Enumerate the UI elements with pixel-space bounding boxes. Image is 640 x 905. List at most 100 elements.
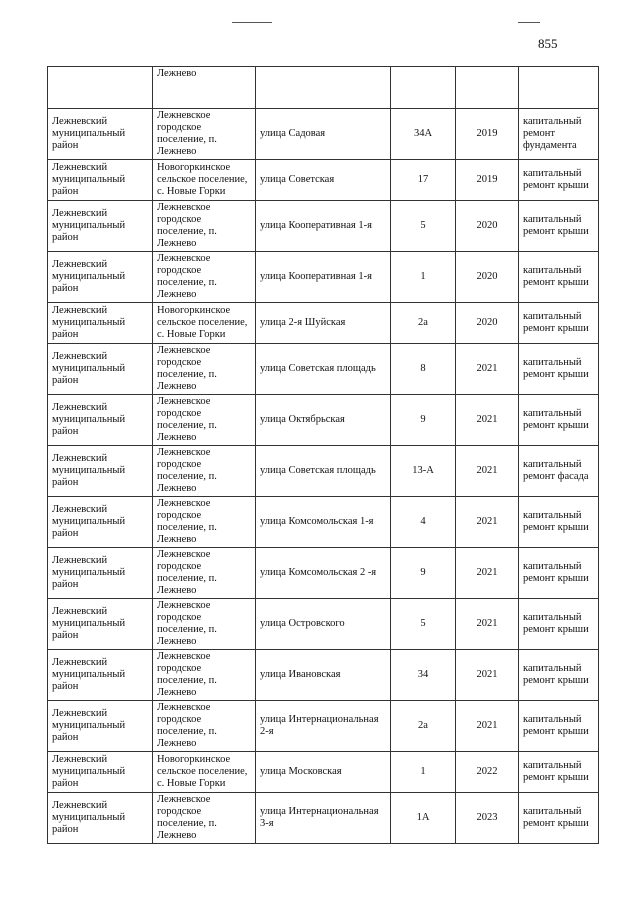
work-type-cell: капитальный ремонт фундамента <box>518 108 599 160</box>
district-cell: Лежневский муниципальный район <box>47 251 153 303</box>
street-cell: улица Садовая <box>255 108 391 160</box>
street-cell: улица Комсомольская 1-я <box>255 496 391 548</box>
year-cell: 2019 <box>455 159 519 201</box>
district-cell: Лежневский муниципальный район <box>47 445 153 497</box>
district-cell: Лежневский муниципальный район <box>47 343 153 395</box>
settlement-cell: Лежневское городское поселение, п. Лежне… <box>152 792 256 844</box>
house-cell: 5 <box>390 598 456 650</box>
house-cell: 2а <box>390 302 456 344</box>
district-cell: Лежневский муниципальный район <box>47 547 153 599</box>
table-row: Лежневский муниципальный район Лежневское… <box>47 700 599 752</box>
street-cell: улица Московская <box>255 751 391 793</box>
settlement-cell: Лежневское городское поселение, п. Лежне… <box>152 496 256 548</box>
table-row: Лежневский муниципальный район Новогоркин… <box>47 159 599 201</box>
year-cell: 2020 <box>455 302 519 344</box>
house-cell: 34А <box>390 108 456 160</box>
work-type-cell: капитальный ремонт крыши <box>518 649 599 701</box>
year-cell: 2019 <box>455 108 519 160</box>
street-cell: улица Кооперативная 1-я <box>255 200 391 252</box>
street-cell: улица Интернациональная 2-я <box>255 700 391 752</box>
house-cell: 2а <box>390 700 456 752</box>
year-cell: 2020 <box>455 251 519 303</box>
district-cell: Лежневский муниципальный район <box>47 792 153 844</box>
house-cell: 1 <box>390 251 456 303</box>
year-cell: 2023 <box>455 792 519 844</box>
house-cell: 9 <box>390 547 456 599</box>
settlement-cell: Лежневское городское поселение, п. Лежне… <box>152 343 256 395</box>
house-cell: 4 <box>390 496 456 548</box>
street-cell: улица Советская площадь <box>255 445 391 497</box>
table-row: Лежневский муниципальный район Лежневское… <box>47 251 599 303</box>
district-cell <box>47 66 153 109</box>
year-cell: 2021 <box>455 445 519 497</box>
work-type-cell <box>518 66 599 109</box>
table-row: Лежневский муниципальный район Новогоркин… <box>47 751 599 793</box>
street-cell: улица Комсомольская 2 -я <box>255 547 391 599</box>
table-row: Лежневский муниципальный район Лежневское… <box>47 598 599 650</box>
settlement-cell: Лежневское городское поселение, п. Лежне… <box>152 108 256 160</box>
street-cell: улица Октябрьская <box>255 394 391 446</box>
district-cell: Лежневский муниципальный район <box>47 394 153 446</box>
street-cell: улица Советская площадь <box>255 343 391 395</box>
table-row: Лежневский муниципальный район Лежневское… <box>47 496 599 548</box>
table-row: Лежневский муниципальный район Лежневское… <box>47 792 599 844</box>
work-type-cell: капитальный ремонт крыши <box>518 496 599 548</box>
house-cell: 5 <box>390 200 456 252</box>
year-cell: 2021 <box>455 394 519 446</box>
settlement-cell: Лежневское городское поселение, п. Лежне… <box>152 598 256 650</box>
table-row: Лежневский муниципальный район Лежневское… <box>47 108 599 160</box>
district-cell: Лежневский муниципальный район <box>47 159 153 201</box>
table-row: Лежневский муниципальный район Новогоркин… <box>47 302 599 344</box>
settlement-cell: Лежневское городское поселение, п. Лежне… <box>152 200 256 252</box>
year-cell: 2021 <box>455 700 519 752</box>
house-cell: 17 <box>390 159 456 201</box>
street-cell: улица Ивановская <box>255 649 391 701</box>
district-cell: Лежневский муниципальный район <box>47 598 153 650</box>
year-cell: 2021 <box>455 649 519 701</box>
district-cell: Лежневский муниципальный район <box>47 200 153 252</box>
house-cell: 8 <box>390 343 456 395</box>
work-type-cell: капитальный ремонт крыши <box>518 251 599 303</box>
district-cell: Лежневский муниципальный район <box>47 649 153 701</box>
work-type-cell: капитальный ремонт крыши <box>518 343 599 395</box>
table-row: Лежневский муниципальный район Лежневское… <box>47 649 599 701</box>
repair-table: Лежнево Лежневский муниципальный район Ле… <box>47 66 599 844</box>
work-type-cell: капитальный ремонт крыши <box>518 700 599 752</box>
work-type-cell: капитальный ремонт крыши <box>518 751 599 793</box>
table-row: Лежневский муниципальный район Лежневское… <box>47 343 599 395</box>
house-cell: 34 <box>390 649 456 701</box>
settlement-cell: Новогоркинское сельское поселение, с. Но… <box>152 159 256 201</box>
table-row: Лежневский муниципальный район Лежневское… <box>47 547 599 599</box>
settlement-cell: Новогоркинское сельское поселение, с. Но… <box>152 302 256 344</box>
settlement-cell: Лежневское городское поселение, п. Лежне… <box>152 445 256 497</box>
year-cell: 2021 <box>455 343 519 395</box>
work-type-cell: капитальный ремонт крыши <box>518 200 599 252</box>
work-type-cell: капитальный ремонт крыши <box>518 394 599 446</box>
house-cell: 9 <box>390 394 456 446</box>
work-type-cell: капитальный ремонт крыши <box>518 792 599 844</box>
district-cell: Лежневский муниципальный район <box>47 302 153 344</box>
year-cell <box>455 66 519 109</box>
street-cell: улица Островского <box>255 598 391 650</box>
year-cell: 2021 <box>455 547 519 599</box>
settlement-cell: Лежневское городское поселение, п. Лежне… <box>152 649 256 701</box>
house-cell: 13-А <box>390 445 456 497</box>
scan-artifact <box>518 22 540 23</box>
street-cell <box>255 66 391 109</box>
settlement-cell: Новогоркинское сельское поселение, с. Но… <box>152 751 256 793</box>
year-cell: 2020 <box>455 200 519 252</box>
street-cell: улица Кооперативная 1-я <box>255 251 391 303</box>
work-type-cell: капитальный ремонт крыши <box>518 159 599 201</box>
table-row: Лежневский муниципальный район Лежневское… <box>47 200 599 252</box>
year-cell: 2021 <box>455 496 519 548</box>
page-number: 855 <box>538 36 558 51</box>
settlement-cell: Лежневское городское поселение, п. Лежне… <box>152 700 256 752</box>
table-row-continued: Лежнево <box>47 66 599 109</box>
settlement-cell: Лежнево <box>152 66 256 109</box>
street-cell: улица 2-я Шуйская <box>255 302 391 344</box>
district-cell: Лежневский муниципальный район <box>47 700 153 752</box>
district-cell: Лежневский муниципальный район <box>47 108 153 160</box>
house-cell <box>390 66 456 109</box>
district-cell: Лежневский муниципальный район <box>47 751 153 793</box>
house-cell: 1А <box>390 792 456 844</box>
